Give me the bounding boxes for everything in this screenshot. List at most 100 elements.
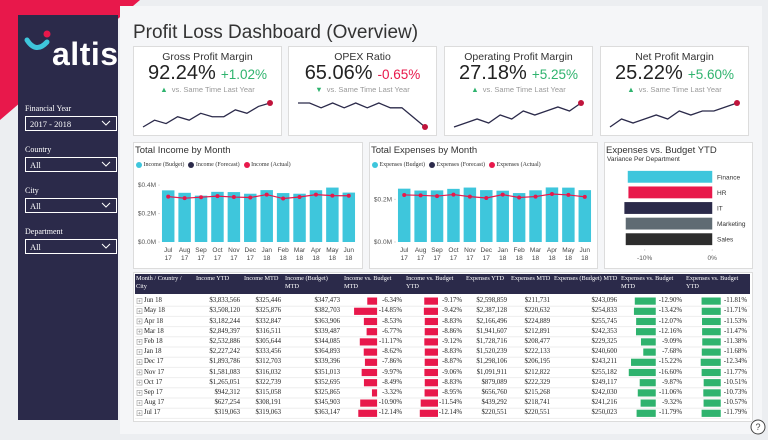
chevron-icon: [101, 120, 111, 126]
data-bar: [367, 297, 378, 305]
table-cell: $879,089: [481, 378, 508, 386]
kpi-change: +1.02%: [220, 67, 267, 82]
kpi-value: 92.24%: [147, 62, 216, 84]
expand-plus: [138, 309, 141, 313]
table-cell: $656,760: [481, 389, 508, 396]
sparkline: [298, 102, 428, 130]
chart-title: Total Income by Month: [135, 145, 231, 156]
x-tick-label: Dec 17: [480, 247, 493, 262]
y-tick-label: $0.2M: [138, 211, 156, 218]
line-point: [582, 194, 587, 199]
table-cell: -11.06%: [659, 389, 682, 396]
expand-plus: [138, 330, 141, 333]
legend: Expenses (Budget) Expenses (Forecast) Expe…: [372, 162, 541, 168]
expand-icon: [136, 298, 143, 304]
table-cell: -9.32%: [662, 399, 682, 407]
y-tick-label: $0.2M: [374, 196, 392, 203]
bar: [342, 192, 356, 242]
line-point: [330, 193, 335, 198]
data-bar: [701, 297, 721, 305]
filter-select[interactable]: All: [25, 157, 117, 172]
kpi-value-row: 25.22% +5.60%: [600, 62, 749, 85]
table-cell: $439,292: [481, 399, 508, 407]
line-point: [484, 196, 489, 201]
data-bar: [364, 358, 378, 366]
expand-plus: [138, 340, 141, 344]
sparkline-end-dot: [422, 124, 428, 130]
table-cell: $243,096: [591, 297, 618, 305]
kpi-title: Operating Profit Margin: [464, 51, 573, 63]
table-cell: -12.34%: [723, 358, 747, 366]
kpi-value: 27.18%: [458, 62, 527, 84]
table-cell: -10.90%: [378, 399, 402, 407]
sparkline: [142, 100, 273, 128]
column-header: Income YTD: [196, 275, 230, 282]
help-icon[interactable]: [750, 419, 766, 435]
table-cell: -12.14%: [378, 409, 402, 417]
chevron-icon: [101, 243, 111, 249]
table-cell: $382,703: [314, 307, 341, 315]
chevron-icon: [101, 202, 111, 208]
legend-item: Expenses (Actual): [488, 162, 541, 168]
table-cell: $322,739: [255, 378, 282, 386]
bar: [624, 202, 713, 214]
x-tick-label: Nov 17: [228, 247, 240, 262]
line-point: [451, 192, 456, 197]
bar: [309, 190, 323, 242]
table-cell: $212,822: [524, 368, 551, 376]
table-cell: $344,085: [314, 338, 341, 345]
table-cell: $229,325: [591, 338, 618, 345]
category-label: Finance: [717, 174, 741, 181]
bar: [244, 193, 257, 242]
table-cell: -11.17%: [379, 338, 402, 345]
legend-label: Expenses (Actual): [496, 162, 541, 168]
legend-label: Expenses (Budget): [379, 162, 426, 168]
row-label: Aug 17: [144, 399, 165, 407]
table-cell: -9.17%: [442, 297, 462, 305]
logo-icon: [24, 30, 51, 50]
expand-icon: [136, 359, 143, 366]
x-tick-label: 0%: [708, 255, 718, 262]
data-bar: [703, 389, 721, 397]
table-cell: $316,511: [255, 327, 281, 335]
table-cell: $241,216: [591, 399, 618, 407]
line-point: [166, 194, 171, 199]
row-label: Dec 17: [144, 358, 164, 366]
data-bar: [636, 409, 656, 417]
x-tick-label: Aug 17: [414, 247, 427, 262]
table-cell: $242,030: [591, 389, 618, 396]
expand-icon: [136, 389, 143, 396]
legend-item: Expenses (Budget): [372, 162, 425, 168]
bar: [397, 188, 411, 242]
column-header: Expenses vs. Budget MTD: [621, 275, 674, 290]
data-bar: [634, 297, 656, 305]
expand-icon: [136, 308, 143, 315]
bar: [260, 190, 273, 242]
x-tick-label: Jan 18: [497, 247, 508, 262]
data-bar: [363, 348, 378, 356]
line-point: [566, 192, 571, 197]
bar: [463, 187, 477, 242]
filter-value: All: [30, 201, 41, 211]
filter-select[interactable]: All: [25, 239, 117, 254]
table-cell: $2,598,859: [476, 297, 507, 305]
kpi-comparison: vs. Same Time Last Year: [638, 85, 722, 94]
bar: [496, 190, 509, 242]
expand-plus: [138, 401, 141, 405]
table-cell: -11.53%: [724, 317, 747, 325]
bar: [625, 233, 713, 246]
filter-select[interactable]: All: [25, 198, 117, 213]
table-cell: $206,195: [524, 358, 551, 366]
table-cell: $2,227,242: [209, 348, 240, 356]
data-bar: [640, 338, 656, 346]
expand-icon: [136, 328, 143, 335]
table-cell: -10.73%: [723, 389, 747, 396]
row-label: Jul 17: [144, 409, 161, 417]
table-cell: -12.07%: [658, 317, 682, 325]
filter-select[interactable]: 2017 - 2018: [25, 116, 117, 131]
table-cell: $333,456: [255, 348, 282, 356]
table-cell: -13.42%: [658, 307, 682, 315]
expand-plus: [138, 320, 141, 323]
line-point: [215, 194, 220, 199]
